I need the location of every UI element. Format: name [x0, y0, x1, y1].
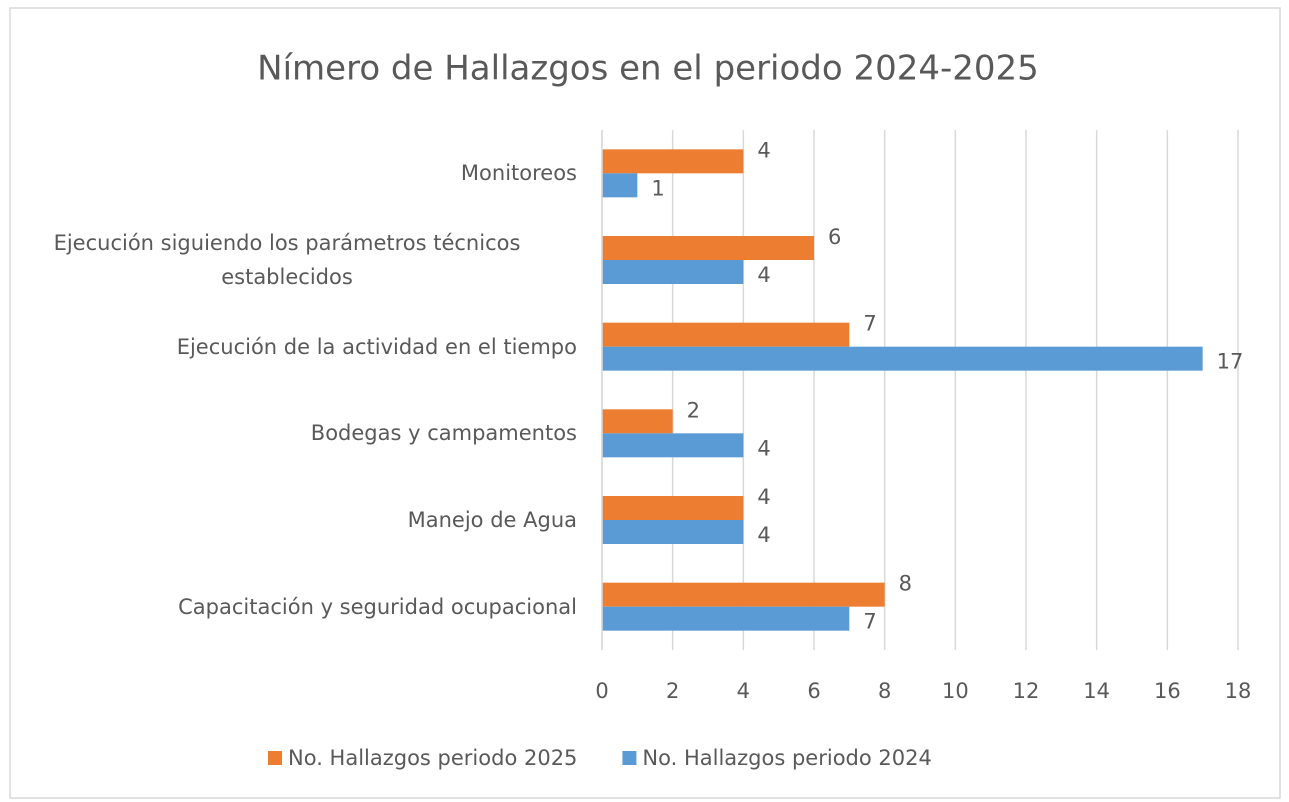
y-tick-label: Bodegas y campamentos: [0, 416, 577, 450]
bar: [602, 149, 744, 174]
y-tick-label: Ejecución siguiendo los parámetros técni…: [0, 226, 577, 294]
data-label: 17: [1217, 350, 1244, 374]
y-tick-text: Capacitación y seguridad ocupacional: [178, 594, 577, 619]
data-label: 6: [828, 225, 841, 249]
x-tick-label: 18: [1225, 679, 1252, 703]
bar: [602, 409, 673, 434]
x-tick-label: 0: [595, 679, 608, 703]
data-label: 4: [757, 523, 770, 547]
bar: [602, 260, 744, 284]
bar: [602, 236, 814, 260]
legend-label: No. Hallazgos periodo 2025: [288, 746, 577, 770]
y-tick-label: Manejo de Agua: [0, 503, 577, 537]
y-tick-text: Manejo de Agua: [407, 508, 577, 532]
x-tick-label: 10: [942, 679, 969, 703]
x-tick-label: 2: [666, 679, 679, 703]
data-label: 4: [757, 263, 770, 287]
y-tick-text: Monitoreos: [460, 161, 577, 186]
data-label: 4: [757, 436, 770, 460]
x-tick-label: 12: [1013, 679, 1040, 703]
legend-label: No. Hallazgos periodo 2024: [642, 746, 931, 770]
x-tick-label: 8: [878, 679, 891, 703]
chart-border: [9, 7, 1281, 799]
data-label: 7: [863, 312, 876, 336]
y-tick-label: Capacitación y seguridad ocupacional: [0, 590, 577, 624]
bar: [602, 346, 1203, 371]
data-label: 7: [863, 610, 876, 634]
bar: [602, 322, 850, 347]
x-tick-label: 16: [1154, 679, 1181, 703]
legend-swatch: [622, 751, 637, 765]
legend-swatch: [268, 751, 282, 765]
data-label: 2: [687, 398, 700, 422]
bar: [602, 582, 885, 607]
x-tick-label: 6: [807, 679, 820, 703]
chart-title: Nímero de Hallazgos en el periodo 2024-2…: [257, 49, 1039, 89]
y-tick-text: Ejecución de la actividad en el tiempo: [176, 334, 577, 359]
bar: [602, 606, 850, 631]
data-label: 4: [757, 485, 770, 509]
data-label: 1: [651, 176, 664, 200]
x-tick-label: 14: [1083, 679, 1110, 703]
data-label: 4: [757, 138, 770, 162]
bar: [602, 173, 638, 198]
x-tick-label: 4: [737, 679, 750, 703]
y-tick-text: Ejecución siguiendo los parámetros técni…: [53, 231, 521, 289]
bar: [602, 496, 744, 520]
data-label: 8: [899, 572, 912, 596]
y-tick-text: Bodegas y campamentos: [310, 421, 577, 446]
y-tick-label: Monitoreos: [0, 156, 577, 190]
y-tick-label: Ejecución de la actividad en el tiempo: [0, 330, 577, 364]
bar: [602, 520, 744, 544]
bar: [602, 433, 744, 458]
